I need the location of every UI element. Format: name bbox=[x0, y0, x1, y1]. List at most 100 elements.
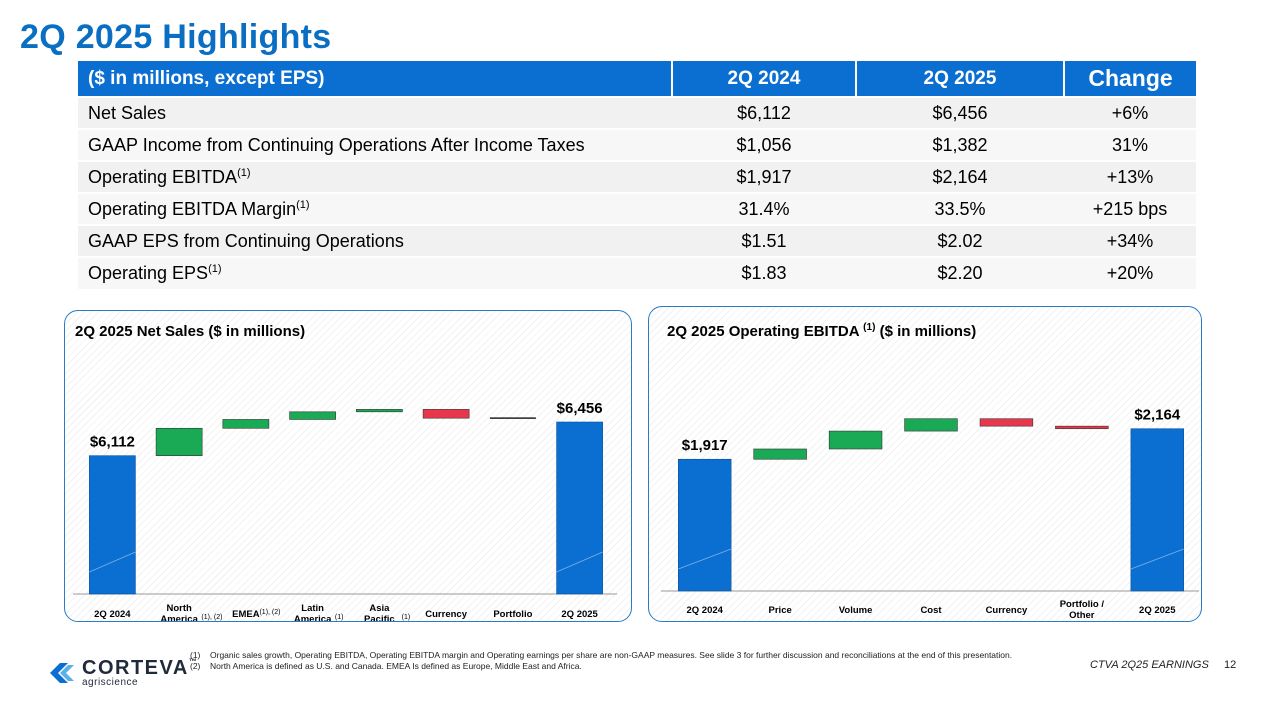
corteva-logo-icon bbox=[50, 663, 74, 683]
ebitda-title-text: 2Q 2025 Operating EBITDA bbox=[667, 323, 859, 340]
row-value-2q2024: $1.83 bbox=[672, 256, 856, 289]
header-metric: ($ in millions, except EPS) bbox=[78, 61, 673, 97]
table-row: Operating EBITDA Margin(1) 31.4% 33.5% +215… bbox=[78, 192, 1196, 225]
table-header-row: ($ in millions, except EPS) 2Q 2024 2Q 2… bbox=[78, 61, 1196, 97]
waterfall-bar-up bbox=[904, 418, 958, 432]
waterfall-bar-down bbox=[979, 418, 1034, 427]
net-sales-chart-panel: 2Q 2025 Net Sales ($ in millions) $6,112… bbox=[64, 310, 632, 622]
row-label: GAAP EPS from Continuing Operations bbox=[78, 224, 672, 257]
category-label: 2Q 2024 bbox=[686, 605, 723, 616]
category-label: 2Q 2025 bbox=[561, 609, 598, 620]
waterfall-bar-up bbox=[155, 427, 203, 456]
bar-break-mark bbox=[1130, 548, 1184, 570]
page-title: 2Q 2025 Highlights bbox=[20, 18, 332, 56]
row-label-text: Operating EPS bbox=[88, 263, 209, 283]
row-change: +20% bbox=[1064, 256, 1196, 289]
waterfall-bar-up bbox=[753, 448, 807, 460]
category-label: 2Q 2025 bbox=[1139, 605, 1176, 616]
table-row: GAAP EPS from Continuing Operations $1.51… bbox=[78, 224, 1196, 257]
row-label-text: Net Sales bbox=[88, 102, 167, 123]
header-change: Change bbox=[1064, 61, 1196, 97]
row-label-text: GAAP EPS from Continuing Operations bbox=[88, 230, 404, 251]
waterfall-bar-total bbox=[678, 458, 732, 592]
waterfall-bar-down bbox=[1055, 425, 1109, 430]
bar-break-mark bbox=[556, 551, 603, 573]
category-label: Cost bbox=[920, 605, 942, 616]
row-value-2q2024: $1,056 bbox=[672, 128, 856, 161]
row-value-2q2025: $2,164 bbox=[856, 160, 1064, 193]
ebitda-chart-title: 2Q 2025 Operating EBITDA (1) ($ in milli… bbox=[667, 322, 976, 340]
header-2q2025: 2Q 2025 bbox=[856, 61, 1065, 97]
category-footnote: (1), (2) bbox=[201, 614, 222, 621]
row-label: Net Sales bbox=[78, 96, 672, 129]
row-value-2q2025: $6,456 bbox=[856, 96, 1064, 129]
category-footnote: (1) bbox=[335, 614, 344, 621]
category-label: 2Q 2024 bbox=[94, 609, 131, 620]
data-label: $1,917 bbox=[682, 437, 728, 454]
waterfall-bar-total bbox=[1130, 428, 1184, 592]
net-sales-title-text: 2Q 2025 Net Sales ($ in millions) bbox=[75, 323, 306, 340]
row-change: +13% bbox=[1064, 160, 1196, 193]
earnings-label: CTVA 2Q25 EARNINGS bbox=[1090, 659, 1209, 671]
row-label-text: GAAP Income from Continuing Operations A… bbox=[88, 134, 585, 155]
category-label: Currency bbox=[425, 609, 467, 620]
waterfall-bar-total bbox=[556, 421, 603, 595]
category-label-line2: America bbox=[160, 614, 198, 622]
row-value-2q2024: $1,917 bbox=[672, 160, 856, 193]
ebitda-chart-panel: 2Q 2025 Operating EBITDA (1) ($ in milli… bbox=[648, 306, 1202, 622]
category-label: Price bbox=[769, 605, 792, 616]
waterfall-bar-down bbox=[422, 409, 470, 419]
category-label: Currency bbox=[986, 605, 1028, 616]
table-row: Operating EPS(1) $1.83 $2.20 +20% bbox=[78, 256, 1196, 289]
row-value-2q2025: $1,382 bbox=[856, 128, 1064, 161]
table-row: Operating EBITDA(1) $1,917 $2,164 +13% bbox=[78, 160, 1196, 193]
category-footnote: (1) bbox=[402, 614, 411, 621]
category-label: North bbox=[166, 603, 192, 614]
category-footnote: (1), (2) bbox=[259, 609, 280, 616]
row-change: +215 bps bbox=[1064, 192, 1196, 225]
corteva-logo: CORTEVA™ agriscience bbox=[46, 658, 198, 688]
row-footnote: (1) bbox=[296, 198, 310, 211]
category-label: Portfolio bbox=[493, 609, 532, 620]
category-label: Volume bbox=[839, 605, 873, 616]
data-label: $2,164 bbox=[1134, 407, 1181, 424]
row-label-text: Operating EBITDA bbox=[88, 166, 238, 187]
footnote-1: (1) Organic sales growth, Operating EBITD… bbox=[190, 650, 1013, 660]
category-label: Asia bbox=[369, 603, 390, 614]
row-label: Operating EPS(1) bbox=[78, 256, 672, 289]
row-change: +34% bbox=[1064, 224, 1196, 257]
waterfall-bar-up bbox=[356, 409, 403, 413]
row-footnote: (1) bbox=[208, 263, 222, 275]
ebitda-title-footnote: (1) bbox=[863, 322, 876, 333]
row-value-2q2024: $6,112 bbox=[672, 96, 856, 129]
row-value-2q2025: 33.5% bbox=[856, 192, 1064, 225]
ebitda-waterfall-chart: $1,917 2Q 2024 Price Volume Cost Currency Port… bbox=[661, 407, 1199, 621]
row-value-2q2025: $2.02 bbox=[856, 224, 1064, 257]
waterfall-bar-up bbox=[222, 419, 270, 429]
row-value-2q2025: $2.20 bbox=[856, 256, 1064, 289]
category-label: Latin bbox=[301, 603, 324, 614]
waterfall-bar-up bbox=[289, 411, 336, 420]
waterfall-bar-up bbox=[828, 430, 883, 450]
footnotes: (1) Organic sales growth, Operating EBITD… bbox=[190, 650, 1012, 672]
row-change: 31% bbox=[1064, 128, 1196, 161]
net-sales-chart-title: 2Q 2025 Net Sales ($ in millions) bbox=[75, 323, 305, 340]
row-value-2q2024: 31.4% bbox=[672, 192, 856, 225]
row-label: Operating EBITDA(1) bbox=[78, 160, 672, 193]
row-label: Operating EBITDA Margin(1) bbox=[78, 192, 672, 225]
table-row: GAAP Income from Continuing Operations A… bbox=[78, 128, 1196, 161]
bar-break-mark bbox=[678, 548, 732, 570]
data-label: $6,456 bbox=[557, 400, 603, 417]
waterfall-bar-total bbox=[89, 455, 136, 595]
data-label: $6,112 bbox=[90, 434, 135, 451]
category-label-line2: Other bbox=[1069, 610, 1095, 621]
logo-trademark: ™ bbox=[188, 657, 199, 666]
page-number: 12 bbox=[1224, 659, 1237, 671]
category-label: EMEA bbox=[232, 609, 260, 620]
table-row: Net Sales $6,112 $6,456 +6% bbox=[78, 96, 1196, 129]
row-change: +6% bbox=[1064, 96, 1196, 129]
footnote-2: (2) North America is defined as U.S. and … bbox=[190, 661, 582, 671]
row-footnote: (1) bbox=[237, 166, 251, 179]
row-value-2q2024: $1.51 bbox=[672, 224, 856, 257]
